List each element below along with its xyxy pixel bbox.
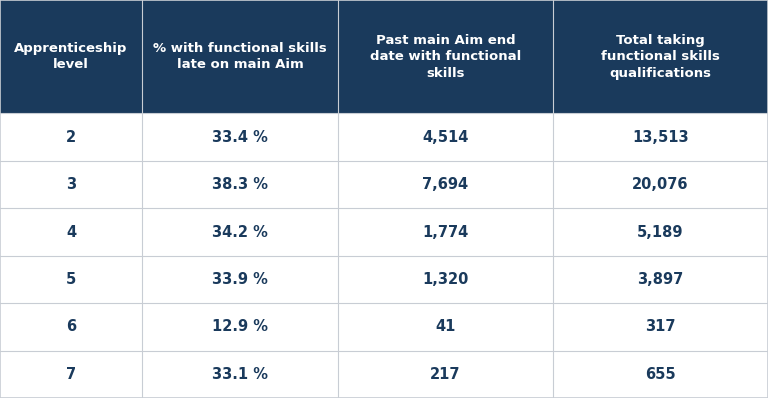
Text: 655: 655: [645, 367, 676, 382]
Bar: [0, 351, 768, 398]
Text: 12.9 %: 12.9 %: [212, 319, 268, 334]
Text: 33.9 %: 33.9 %: [212, 272, 268, 287]
Text: 41: 41: [435, 319, 455, 334]
Text: 13,513: 13,513: [632, 130, 689, 144]
Bar: [0, 208, 768, 256]
Text: 7,694: 7,694: [422, 177, 468, 192]
Text: 4: 4: [66, 224, 76, 240]
Text: 3,897: 3,897: [637, 272, 684, 287]
Text: 6: 6: [66, 319, 76, 334]
Text: 1,774: 1,774: [422, 224, 468, 240]
Text: 33.4 %: 33.4 %: [212, 130, 268, 144]
Text: 1,320: 1,320: [422, 272, 468, 287]
Text: 7: 7: [66, 367, 76, 382]
Text: 5,189: 5,189: [637, 224, 684, 240]
Bar: [0, 256, 768, 303]
Text: 34.2 %: 34.2 %: [212, 224, 268, 240]
Text: Total taking
functional skills
qualifications: Total taking functional skills qualifica…: [601, 34, 720, 80]
Text: 2: 2: [66, 130, 76, 144]
Text: 317: 317: [645, 319, 676, 334]
Text: 20,076: 20,076: [632, 177, 689, 192]
Text: 217: 217: [430, 367, 461, 382]
Text: 4,514: 4,514: [422, 130, 468, 144]
Text: 33.1 %: 33.1 %: [212, 367, 268, 382]
Bar: [0, 0, 768, 113]
Text: % with functional skills
late on main Aim: % with functional skills late on main Ai…: [153, 42, 327, 72]
Text: 3: 3: [66, 177, 76, 192]
Bar: [0, 161, 768, 208]
Text: Apprenticeship
level: Apprenticeship level: [15, 42, 127, 72]
Bar: [0, 303, 768, 351]
Text: 38.3 %: 38.3 %: [212, 177, 268, 192]
Text: Past main Aim end
date with functional
skills: Past main Aim end date with functional s…: [370, 34, 521, 80]
Text: 5: 5: [66, 272, 76, 287]
Bar: [0, 113, 768, 161]
